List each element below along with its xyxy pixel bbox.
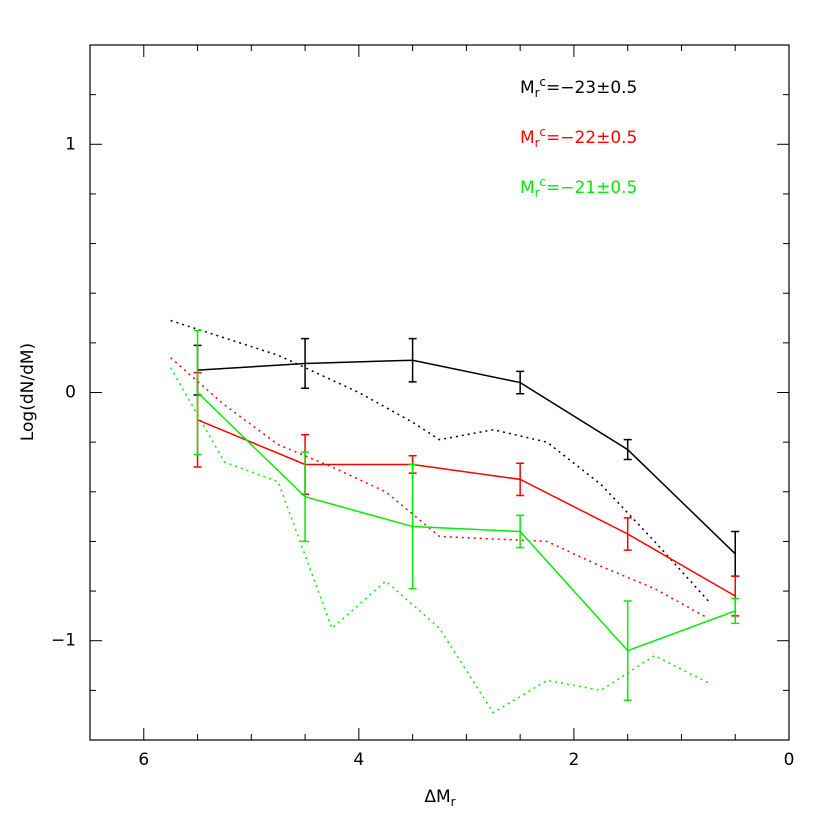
error-bar <box>408 463 417 590</box>
legend-sup: c <box>539 125 546 139</box>
error-bar <box>301 337 310 390</box>
x-axis-label: ΔMr <box>424 787 455 809</box>
legend-sub: r <box>535 186 540 200</box>
error-bar <box>731 530 740 577</box>
legend-entry: Mrc=−22±0.5 <box>520 125 637 150</box>
legend-symbol: M <box>520 178 535 198</box>
x-tick-label: 4 <box>353 750 364 770</box>
line <box>197 359 736 555</box>
legend-label: =−23±0.5 <box>546 78 637 98</box>
line <box>197 391 736 652</box>
x-tick-label: 2 <box>569 750 580 770</box>
dotted-line <box>170 319 709 602</box>
dotted-line <box>170 367 709 714</box>
legend-sup: c <box>539 75 546 89</box>
error-bar <box>408 337 417 383</box>
y-tick-label: −1 <box>51 631 76 651</box>
dotted-line <box>170 357 709 620</box>
plot-frame <box>89 44 790 741</box>
error-bar <box>731 597 740 625</box>
x-label-sub: r <box>451 795 456 809</box>
error-bar <box>516 514 525 549</box>
legend-label: =−22±0.5 <box>546 128 637 148</box>
legend-entry: Mrc=−23±0.5 <box>520 75 637 100</box>
y-axis-label: Log(dN/dM) <box>18 343 38 441</box>
error-bar <box>193 329 202 456</box>
error-bar <box>623 438 632 461</box>
error-bar <box>301 451 310 543</box>
x-tick-label: 6 <box>138 750 149 770</box>
error-bar <box>516 370 525 395</box>
legend-sup: c <box>539 175 546 189</box>
line <box>197 419 736 597</box>
x-label-base: ΔM <box>424 787 450 807</box>
x-tick-label: 0 <box>784 750 795 770</box>
legend-sub: r <box>535 86 540 100</box>
legend-entry: Mrc=−21±0.5 <box>520 175 637 200</box>
error-bar <box>623 517 632 551</box>
y-tick-label: 1 <box>65 134 76 154</box>
legend-sub: r <box>535 136 540 150</box>
legend-symbol: M <box>520 128 535 148</box>
error-bar <box>623 600 632 702</box>
legend-symbol: M <box>520 78 535 98</box>
error-bar <box>516 462 525 497</box>
y-tick-label: 0 <box>65 383 76 403</box>
legend-label: =−21±0.5 <box>546 178 637 198</box>
